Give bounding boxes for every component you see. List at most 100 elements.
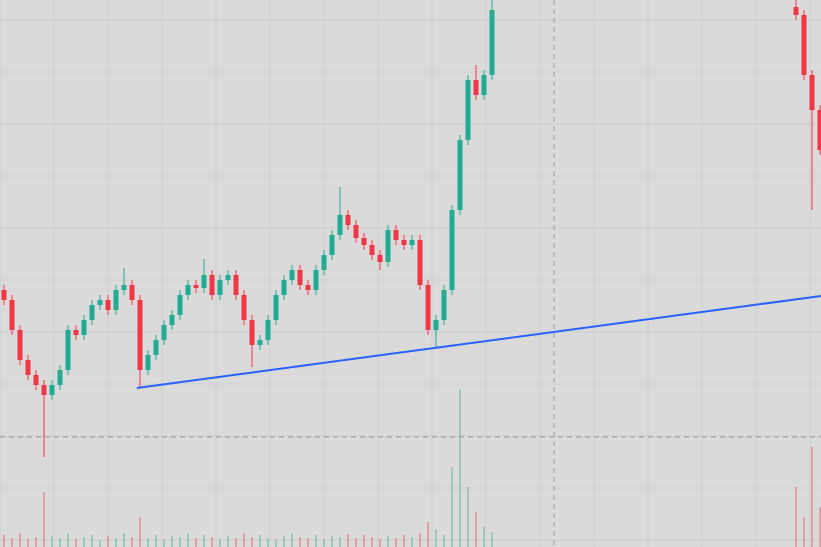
volume-bar: [795, 487, 797, 547]
candle-body: [257, 340, 263, 345]
candle-body: [337, 215, 343, 235]
volume-bar: [91, 535, 93, 547]
volume-bar: [435, 529, 437, 547]
candle-body: [1, 290, 7, 300]
candle-body: [801, 15, 807, 75]
volume-bar: [803, 517, 805, 547]
volume-bar: [27, 539, 29, 547]
candle-body: [441, 290, 447, 320]
candle-body: [137, 300, 143, 370]
volume-bar: [283, 536, 285, 547]
volume-bar: [3, 535, 5, 547]
candle-body: [457, 140, 463, 210]
candle-body: [265, 320, 271, 340]
volume-bar: [427, 522, 429, 547]
volume-bar: [147, 538, 149, 547]
volume-bar: [467, 487, 469, 547]
candle-body: [9, 300, 15, 330]
candle-body: [201, 275, 207, 288]
volume-bar: [459, 390, 461, 547]
volume-bar: [819, 507, 821, 547]
volume-bar: [67, 534, 69, 547]
volume-bar: [99, 540, 101, 547]
volume-bar: [419, 533, 421, 547]
candle-body: [225, 275, 231, 280]
volume-bar: [347, 534, 349, 547]
volume-bar: [331, 536, 333, 547]
candle-body: [817, 110, 821, 150]
volume-bar: [299, 537, 301, 547]
volume-bar: [43, 492, 45, 547]
candle-body: [49, 385, 55, 395]
volume-bar: [475, 512, 477, 547]
candle-body: [361, 238, 367, 245]
volume-bar: [131, 537, 133, 547]
candle-body: [73, 330, 79, 335]
candle-body: [145, 355, 151, 370]
candle-body: [33, 375, 39, 385]
volume-bar: [187, 534, 189, 547]
volume-bar: [243, 533, 245, 547]
trend-line: [136, 295, 821, 389]
candle-body: [393, 230, 399, 240]
candle-body: [401, 240, 407, 245]
candle-body: [489, 10, 495, 75]
volume-bar: [315, 535, 317, 547]
candle-body: [305, 285, 311, 290]
volume-bar: [339, 537, 341, 547]
candle-body: [57, 370, 63, 385]
candle-body: [25, 360, 31, 375]
candle-body: [329, 235, 335, 255]
volume-bar: [123, 533, 125, 547]
candle-body: [353, 225, 359, 238]
candle-body: [81, 320, 87, 335]
volume-bar: [323, 539, 325, 547]
volume-bar: [203, 535, 205, 547]
volume-bar: [163, 539, 165, 547]
volume-bar: [491, 532, 493, 547]
candle-body: [113, 290, 119, 310]
candle-body: [297, 270, 303, 285]
volume-bar: [195, 538, 197, 547]
candle-body: [385, 230, 391, 262]
candle-body: [153, 340, 159, 355]
candle-body: [793, 7, 799, 15]
candle-body: [249, 320, 255, 345]
volume-bar: [395, 538, 397, 547]
candle-body: [345, 215, 351, 225]
candle-body: [377, 255, 383, 262]
volume-bar: [155, 535, 157, 547]
candle-body: [193, 285, 199, 288]
volume-bar: [811, 447, 813, 547]
volume-bar: [451, 467, 453, 547]
volume-bar: [411, 537, 413, 547]
candle-body: [217, 280, 223, 295]
volume-bar: [483, 527, 485, 547]
candle-body: [289, 270, 295, 280]
candle-body: [129, 285, 135, 300]
volume-bar: [259, 535, 261, 547]
volume-bar: [379, 539, 381, 547]
candle-body: [281, 280, 287, 295]
volume-bar: [291, 534, 293, 547]
candle-body: [241, 295, 247, 320]
candle-body: [273, 295, 279, 320]
candle-body: [473, 80, 479, 95]
volume-bar: [51, 536, 53, 547]
volume-bar: [83, 537, 85, 547]
volume-bar: [59, 538, 61, 547]
candle-body: [313, 270, 319, 290]
volume-bar: [139, 517, 141, 547]
candle-body: [417, 240, 423, 285]
volume-bar: [179, 537, 181, 547]
candle-body: [425, 285, 431, 330]
candle-body: [409, 240, 415, 245]
volume-bar: [75, 539, 77, 547]
volume-bar: [11, 538, 13, 547]
candle-body: [449, 210, 455, 290]
volume-bar: [267, 538, 269, 547]
candle-body: [209, 275, 215, 295]
candle-body: [185, 285, 191, 295]
volume-bar: [211, 537, 213, 547]
